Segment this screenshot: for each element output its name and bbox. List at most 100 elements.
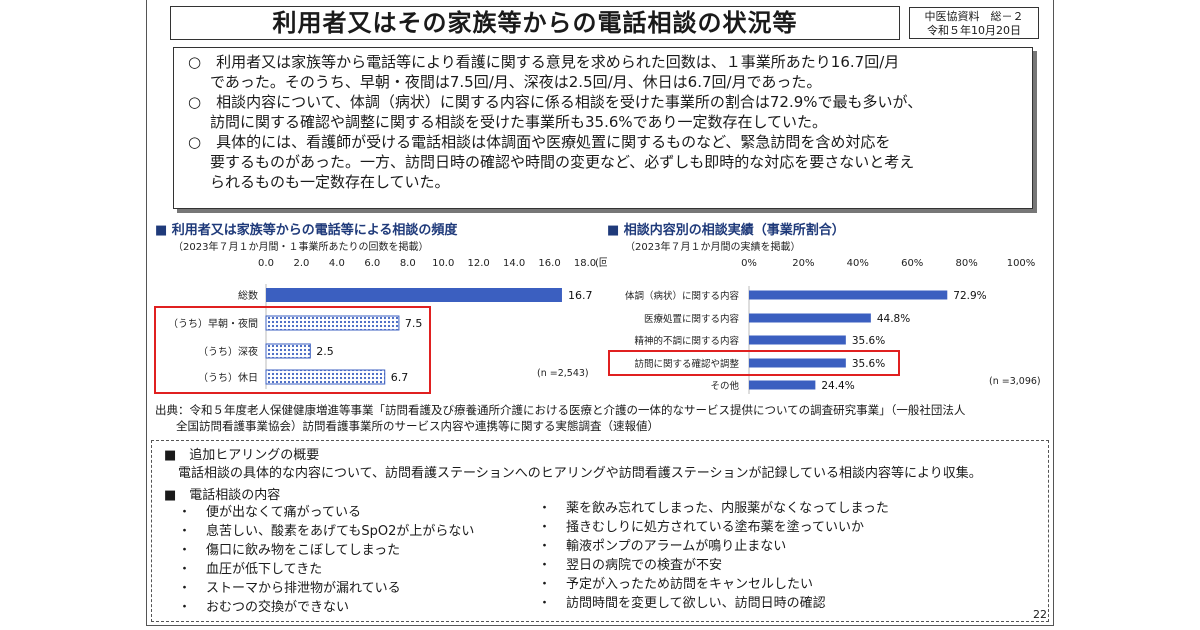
data-label: 7.5 bbox=[405, 317, 423, 330]
x-tick-label: 4.0 bbox=[329, 258, 345, 269]
list-item: ・掻きむしりに処方されている塗布薬を塗っていいか bbox=[538, 519, 889, 538]
list-item-text: 予定が入ったため訪問をキャンセルしたい bbox=[566, 577, 814, 592]
left-item-list: ・便が出なくて痛がっている・息苦しい、酸素をあげてもSpO2が上がらない・傷口に… bbox=[178, 504, 474, 618]
title-bar: 利用者又はその家族等からの電話相談の状況等 bbox=[170, 6, 900, 40]
left-chart-title: ■ 利用者又は家族等からの電話等による相談の頻度 bbox=[155, 223, 458, 238]
data-label: 72.9% bbox=[953, 290, 986, 302]
bar bbox=[265, 315, 400, 331]
data-label: 35.6% bbox=[852, 335, 885, 347]
summary-line: であった。そのうち、早朝・夜間は7.5回/月、深夜は2.5回/月、休日は6.7回… bbox=[210, 73, 822, 91]
category-label: （うち）深夜 bbox=[198, 345, 258, 358]
bar bbox=[749, 290, 948, 300]
frequency-chart: 0.0 2.0 4.0 6.0 8.0 10.0 12.0 14.0 16.0 18.0(回) 総数… bbox=[154, 257, 607, 394]
content-heading: ■ 電話相談の内容 bbox=[164, 488, 281, 503]
list-item: ・薬を飲み忘れてしまった、内服薬がなくなってしまった bbox=[538, 500, 889, 519]
category-label: 総数 bbox=[238, 289, 258, 302]
list-item: ・予定が入ったため訪問をキャンセルしたい bbox=[538, 576, 889, 595]
summary-line: 訪問に関する確認や調整に関する相談を受けた事業所も35.6%であり一定数存在して… bbox=[210, 113, 828, 131]
x-tick-label: 14.0 bbox=[503, 258, 525, 269]
category-label: 精神的不調に関する内容 bbox=[634, 335, 739, 347]
list-item-text: 便が出なくて痛がっている bbox=[206, 505, 361, 520]
category-label: （うち）休日 bbox=[198, 372, 258, 384]
hearing-heading: ■ 追加ヒアリングの概要 bbox=[164, 448, 320, 463]
x-tick-label: 100% bbox=[1007, 258, 1036, 269]
summary-line: ○ 相談内容について、体調（病状）に関する内容に係る相談を受けた事業所の割合は7… bbox=[188, 93, 923, 111]
summary-box: ○ 利用者又は家族等から電話等により看護に関する意見を求められた回数は、１事業所… bbox=[173, 47, 1033, 209]
x-tick-label: 0% bbox=[741, 258, 757, 269]
list-item-text: 掻きむしりに処方されている塗布薬を塗っていいか bbox=[566, 520, 864, 535]
docref-line2: 令和５年10月20日 bbox=[927, 24, 1021, 37]
data-label: 24.4% bbox=[821, 380, 854, 392]
bullet-icon: ・ bbox=[178, 562, 192, 577]
data-label: 35.6% bbox=[852, 358, 885, 370]
bar bbox=[749, 313, 871, 323]
summary-line: ○ 利用者又は家族等から電話等により看護に関する意見を求められた回数は、１事業所… bbox=[188, 53, 900, 71]
sample-size-label: (n =2,543) bbox=[537, 368, 589, 379]
sample-size-label: (n =3,096) bbox=[989, 376, 1041, 387]
summary-line: られるものも一定数存在していた。 bbox=[210, 173, 450, 191]
bullet-icon: ・ bbox=[178, 600, 192, 615]
list-item-text: 翌日の病院での検査が不安 bbox=[566, 558, 723, 573]
highlight-box bbox=[154, 306, 431, 394]
list-item: ・おむつの交換ができない bbox=[178, 599, 474, 618]
bar bbox=[749, 335, 846, 345]
page-number: 22 bbox=[1033, 608, 1047, 621]
source-note: 出典：令和５年度老人保健健康増進等事業「訪問看護及び療養通所介護における医療と介… bbox=[155, 402, 965, 434]
hearing-description: 電話相談の具体的な内容について、訪問看護ステーションへのヒアリングや訪問看護ステ… bbox=[178, 466, 982, 481]
x-tick-label: 2.0 bbox=[293, 258, 309, 269]
x-tick-label: 12.0 bbox=[468, 258, 490, 269]
list-item: ・翌日の病院での検査が不安 bbox=[538, 557, 889, 576]
bar bbox=[265, 343, 311, 359]
list-item: ・血圧が低下してきた bbox=[178, 561, 474, 580]
list-item-text: ストーマから排泄物が漏れている bbox=[206, 581, 401, 596]
x-tick-label: 60% bbox=[901, 258, 923, 269]
source-line2: 全国訪問看護事業協会）訪問看護事業所のサービス内容や連携等に関する実態調査（速報… bbox=[176, 419, 659, 433]
x-tick-label: 16.0 bbox=[538, 258, 560, 269]
category-label: その他 bbox=[710, 380, 739, 392]
bullet-icon: ・ bbox=[178, 581, 192, 596]
summary-line: 要するものがあった。一方、訪問日時の確認や時間の変更など、必ずしも即時的な対応を… bbox=[210, 153, 915, 171]
page-title: 利用者又はその家族等からの電話相談の状況等 bbox=[272, 9, 798, 37]
category-label: 訪問に関する確認や調整 bbox=[634, 358, 739, 370]
list-item: ・傷口に飲み物をこぼしてしまった bbox=[178, 542, 474, 561]
x-tick-label: 18.0 bbox=[574, 258, 596, 269]
document-reference: 中医協資料 総－２ 令和５年10月20日 bbox=[909, 7, 1039, 39]
source-line1: 出典：令和５年度老人保健健康増進等事業「訪問看護及び療養通所介護における医療と介… bbox=[155, 403, 966, 417]
bullet-icon: ・ bbox=[178, 505, 192, 520]
right-chart-subtitle: （2023年７月１か月間の実績を掲載） bbox=[625, 242, 801, 253]
bullet-icon: ・ bbox=[538, 558, 552, 573]
bullet-icon: ・ bbox=[538, 577, 552, 592]
list-item-text: 血圧が低下してきた bbox=[206, 562, 323, 577]
list-item-text: 息苦しい、酸素をあげてもSpO2が上がらない bbox=[206, 524, 475, 539]
x-tick-label: 20% bbox=[792, 258, 814, 269]
hearing-box: ■ 追加ヒアリングの概要 電話相談の具体的な内容について、訪問看護ステーションへ… bbox=[151, 440, 1049, 622]
summary-line: ○ 具体的には、看護師が受ける電話相談は体調面や医療処置に関するものなど、緊急訪… bbox=[188, 133, 891, 151]
bar bbox=[749, 358, 846, 368]
x-tick-label: 8.0 bbox=[400, 258, 416, 269]
category-label: （うち）早朝・夜間 bbox=[168, 317, 258, 330]
content-chart: 0% 20% 40% 60% 80% 100% 体調（病状）に関する内容 72.9% 医療処置に… bbox=[608, 258, 1041, 394]
category-label: 医療処置に関する内容 bbox=[644, 313, 740, 325]
x-tick-label: 10.0 bbox=[432, 258, 454, 269]
list-item-text: おむつの交換ができない bbox=[206, 600, 350, 615]
list-item: ・息苦しい、酸素をあげてもSpO2が上がらない bbox=[178, 523, 474, 542]
data-label: 2.5 bbox=[316, 345, 334, 358]
x-tick-label: 40% bbox=[847, 258, 869, 269]
bullet-icon: ・ bbox=[538, 520, 552, 535]
slide: 利用者又はその家族等からの電話相談の状況等 中医協資料 総－２ 令和５年10月2… bbox=[146, 0, 1054, 626]
left-chart-subtitle: （2023年７月１か月間・１事業所あたりの回数を掲載） bbox=[173, 242, 429, 253]
x-tick-label: 6.0 bbox=[364, 258, 380, 269]
list-item: ・ストーマから排泄物が漏れている bbox=[178, 580, 474, 599]
right-item-list: ・薬を飲み忘れてしまった、内服薬がなくなってしまった・掻きむしりに処方されている… bbox=[538, 500, 889, 614]
bullet-icon: ・ bbox=[178, 543, 192, 558]
data-label: 16.7 bbox=[568, 289, 593, 302]
bar bbox=[265, 369, 386, 385]
bullet-icon: ・ bbox=[178, 524, 192, 539]
list-item: ・輸液ポンプのアラームが鳴り止まない bbox=[538, 538, 889, 557]
list-item-text: 傷口に飲み物をこぼしてしまった bbox=[206, 543, 401, 558]
list-item: ・訪問時間を変更して欲しい、訪問日時の確認 bbox=[538, 595, 889, 614]
right-chart-title: ■ 相談内容別の相談実績（事業所割合） bbox=[607, 223, 845, 238]
x-unit-label: (回) bbox=[595, 257, 607, 269]
docref-line1: 中医協資料 総－２ bbox=[924, 10, 1024, 23]
list-item-text: 輸液ポンプのアラームが鳴り止まない bbox=[566, 539, 787, 554]
